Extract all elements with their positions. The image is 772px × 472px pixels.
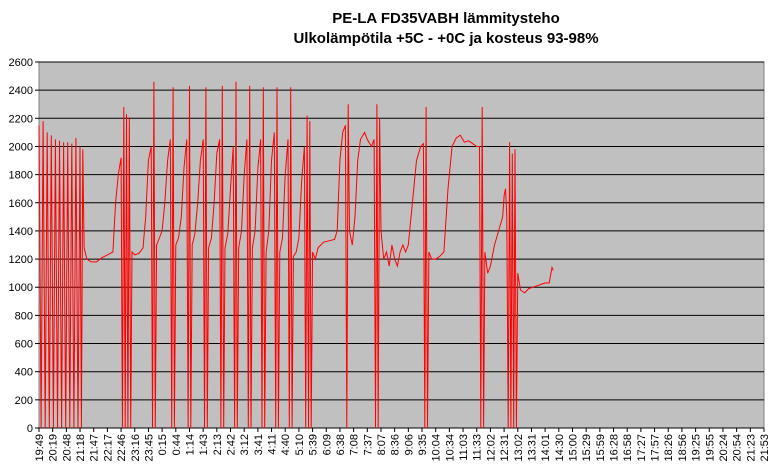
y-tick-label: 800	[15, 310, 33, 322]
series-line	[38, 81, 554, 429]
x-tick-label: 1:14	[184, 434, 196, 455]
x-tick-label: 5:39	[308, 434, 320, 455]
y-tick-label: 400	[15, 367, 33, 379]
y-axis-ticks: 0 200 400 600 800 1000 1200 1400 1600 1800 2000 220…	[9, 57, 39, 435]
x-tick-label: 16:28	[609, 434, 621, 462]
x-tick-label: 3:12	[239, 434, 251, 455]
plot-area	[38, 61, 765, 429]
x-tick-label: 17:57	[650, 434, 662, 462]
x-tick-label: 6:09	[321, 434, 333, 455]
x-tick-label: 8:07	[376, 434, 388, 455]
x-tick-label: 15:59	[595, 434, 607, 462]
x-tick-label: 13:02	[513, 434, 525, 462]
x-tick-label: 8:36	[390, 434, 402, 455]
x-tick-label: 19:25	[691, 434, 703, 462]
x-tick-label: 0:44	[171, 434, 183, 455]
x-axis-ticks: 19:49 20:19 20:48 21:18 21:47 22:17 22:46 23:16…	[34, 427, 771, 462]
x-tick-label: 12:31	[499, 434, 511, 462]
x-tick-label: 21:18	[75, 434, 87, 462]
x-tick-label: 9:35	[417, 434, 429, 455]
y-tick-label: 200	[15, 395, 33, 407]
x-tick-label: 20:24	[718, 434, 730, 462]
y-tick-label: 0	[27, 423, 33, 435]
x-tick-label: 22:46	[116, 434, 128, 462]
x-tick-label: 7:37	[362, 434, 374, 455]
x-tick-label: 15:29	[581, 434, 593, 462]
x-tick-label: 22:17	[102, 434, 114, 462]
x-tick-label: 21:47	[89, 434, 101, 462]
x-tick-label: 13:31	[526, 434, 538, 462]
x-tick-label: 15:00	[567, 434, 579, 462]
x-tick-label: 4:11	[267, 434, 279, 455]
y-tick-label: 600	[15, 339, 33, 351]
x-tick-label: 7:08	[349, 434, 361, 455]
x-tick-label: 17:27	[636, 434, 648, 462]
x-tick-label: 20:54	[732, 434, 744, 462]
x-tick-label: 6:38	[335, 434, 347, 455]
x-tick-label: 19:55	[704, 434, 716, 462]
y-tick-label: 2200	[9, 113, 33, 125]
x-tick-label: 23:45	[143, 434, 155, 462]
y-tick-label: 1800	[9, 170, 33, 182]
x-tick-label: 16:58	[622, 434, 634, 462]
x-tick-label: 21:23	[745, 434, 757, 462]
chart-subtitle: Ulkolämpötila +5C - +0C ja kosteus 93-98…	[293, 30, 599, 47]
y-tick-label: 2400	[9, 85, 33, 97]
x-tick-label: 14:01	[540, 434, 552, 462]
x-tick-label: 5:10	[294, 434, 306, 455]
x-tick-label: 20:48	[61, 434, 73, 462]
y-tick-label: 1000	[9, 282, 33, 294]
gridlines	[39, 61, 764, 429]
x-tick-label: 23:16	[130, 434, 142, 462]
x-tick-label: 9:06	[403, 434, 415, 455]
x-tick-label: 19:49	[34, 434, 46, 462]
x-tick-label: 18:26	[663, 434, 675, 462]
x-tick-label: 0:15	[157, 434, 169, 455]
x-tick-label: 10:04	[431, 434, 443, 462]
y-tick-label: 1200	[9, 254, 33, 266]
y-tick-label: 1600	[9, 198, 33, 210]
x-tick-label: 1:43	[198, 434, 210, 455]
y-tick-label: 2000	[9, 141, 33, 153]
x-tick-label: 11:33	[472, 434, 484, 461]
chart-title: PE-LA FD35VABH lämmitysteho	[332, 10, 560, 27]
x-tick-label: 20:19	[48, 434, 60, 462]
x-tick-label: 4:40	[280, 434, 292, 455]
x-tick-label: 3:41	[253, 434, 265, 455]
x-tick-label: 18:56	[677, 434, 689, 462]
y-tick-label: 2600	[9, 57, 33, 69]
x-tick-label: 10:34	[444, 434, 456, 462]
x-tick-label: 2:42	[226, 434, 238, 455]
x-tick-label: 21:53	[759, 434, 771, 462]
x-tick-label: 2:13	[212, 434, 224, 455]
x-tick-label: 12:02	[485, 434, 497, 462]
x-tick-label: 11:03	[458, 434, 470, 461]
x-tick-label: 14:30	[554, 434, 566, 462]
y-tick-label: 1400	[9, 226, 33, 238]
